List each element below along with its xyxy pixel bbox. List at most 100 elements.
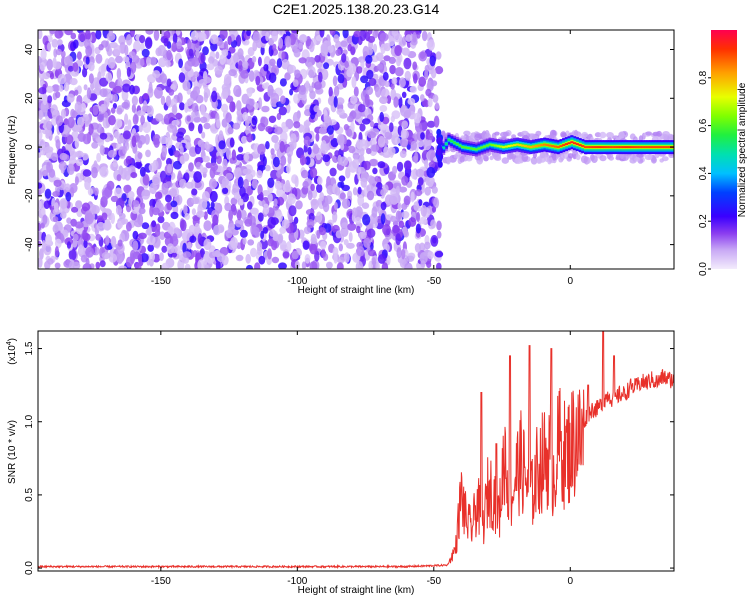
spectrogram-cell [403, 160, 412, 171]
spectrogram-cell [191, 102, 199, 113]
spectrogram-cell [418, 51, 428, 62]
spectrogram-cell [203, 76, 212, 84]
spectrogram-cell [307, 190, 313, 201]
spectrogram-cell [184, 172, 190, 182]
spectrogram-cell [394, 137, 401, 145]
spectrogram-cell [178, 72, 186, 83]
spectrogram-cell [235, 88, 242, 98]
spectrogram-cell [428, 161, 436, 169]
spectrogram-cell [237, 48, 244, 59]
spectrogram-cell [115, 204, 122, 216]
spectrogram-cell [494, 131, 500, 136]
spectrogram-cell [412, 61, 418, 70]
spectrogram-cell [393, 96, 399, 108]
spectrogram-cell [289, 88, 294, 96]
spectrogram-cell [466, 156, 473, 162]
spectrogram-cell [351, 76, 357, 89]
spectrogram-cell [200, 116, 208, 124]
spectrogram-cell [178, 58, 184, 69]
spectrogram-cell [67, 65, 74, 72]
spectrogram-cell [309, 157, 315, 166]
spectrogram-cell [140, 115, 146, 126]
spectrogram-cell [194, 222, 200, 234]
signal-track-cell [537, 144, 541, 147]
spectrogram-cell [428, 132, 434, 141]
spectrogram-cell [342, 30, 349, 39]
spectrogram-cell [430, 219, 436, 229]
snr-multiplier-exp: 4 [6, 341, 13, 345]
spectrogram-cell [419, 252, 428, 264]
spectrogram-cell [202, 155, 210, 163]
spectrogram-cell [132, 114, 139, 125]
spectrogram-cell [69, 261, 75, 269]
spectrogram-cell [412, 31, 417, 43]
spectrogram-cell [326, 185, 334, 195]
spectrogram-cell [257, 56, 262, 67]
spectrogram-cell [386, 95, 392, 104]
snr-x-label: Height of straight line (km) [298, 585, 415, 596]
spectrogram-cell [424, 186, 432, 196]
spectrogram-cell [388, 37, 396, 47]
spectrogram-cell [243, 153, 250, 161]
spectrogram-cell [137, 140, 143, 149]
spectrogram-cell [581, 131, 588, 138]
colorbar-gradient [711, 30, 737, 269]
spectrogram-cell [85, 246, 94, 258]
spectrogram-cell [346, 68, 353, 78]
spectrogram-cell [230, 39, 238, 48]
spectrogram-cell [377, 136, 386, 148]
spectrogram-cell [367, 131, 377, 139]
signal-track-cell [635, 146, 639, 149]
signal-track-cell [605, 146, 609, 149]
spectrogram-cell [402, 47, 410, 56]
spectrogram-cell [270, 169, 279, 180]
signal-track-cell [641, 146, 645, 149]
spectrogram-cell [222, 158, 228, 169]
spectrogram-cell [213, 224, 221, 236]
spectrogram-cell [182, 80, 191, 91]
spectrogram-cell [144, 133, 150, 145]
spectrogram-cell [333, 96, 338, 108]
spectrogram-cell [363, 160, 371, 171]
spectrogram-cell [258, 199, 266, 207]
spectrogram-cell [267, 238, 275, 247]
spectrogram-cell [197, 123, 203, 134]
spectrogram-cell [262, 83, 268, 90]
spectrogram-cell [508, 153, 516, 159]
spectrogram-cell [288, 205, 297, 217]
spectrogram-cell [169, 148, 174, 157]
spectrogram-cell [255, 75, 261, 86]
spectrogram-cell [256, 241, 263, 252]
spectrogram-cell [265, 141, 270, 150]
spectrogram-cell [243, 178, 250, 189]
spectrogram-cell [393, 33, 403, 43]
spectrogram-cell [436, 220, 442, 231]
spectrogram-cell [366, 46, 374, 56]
spectrogram-cell [157, 45, 166, 57]
spectrogram-cell [224, 73, 232, 85]
signal-track-cell [583, 146, 588, 149]
spectrogram-cell [129, 61, 137, 74]
snr-multiplier-base: (x10 [7, 345, 18, 365]
spectrogram-cell [381, 262, 389, 269]
spectrogram-cell [39, 61, 46, 72]
spectrogram-cell [112, 159, 118, 168]
spectrogram-cell [91, 166, 98, 179]
spectrogram-cell [123, 166, 132, 176]
spectrogram-cell [441, 130, 446, 137]
spectrogram-cell [242, 111, 249, 121]
spectrogram-cell [538, 157, 543, 164]
spectrogram-cell [359, 123, 366, 132]
spectrogram-cell [236, 154, 245, 161]
colorbar-tick-label: 0.4 [698, 166, 709, 180]
spectrogram-cell [43, 200, 50, 209]
spectrogram-cell [313, 81, 322, 90]
spectrogram-cell [365, 55, 373, 64]
signal-track-cell [594, 146, 598, 149]
spectrogram-cell [121, 83, 131, 93]
spectrogram-cell [221, 177, 230, 186]
spectrogram-cell [371, 257, 376, 266]
spectrogram-cell [191, 188, 198, 196]
spectrogram-cell [552, 153, 557, 161]
spectrogram-cell [199, 248, 205, 258]
